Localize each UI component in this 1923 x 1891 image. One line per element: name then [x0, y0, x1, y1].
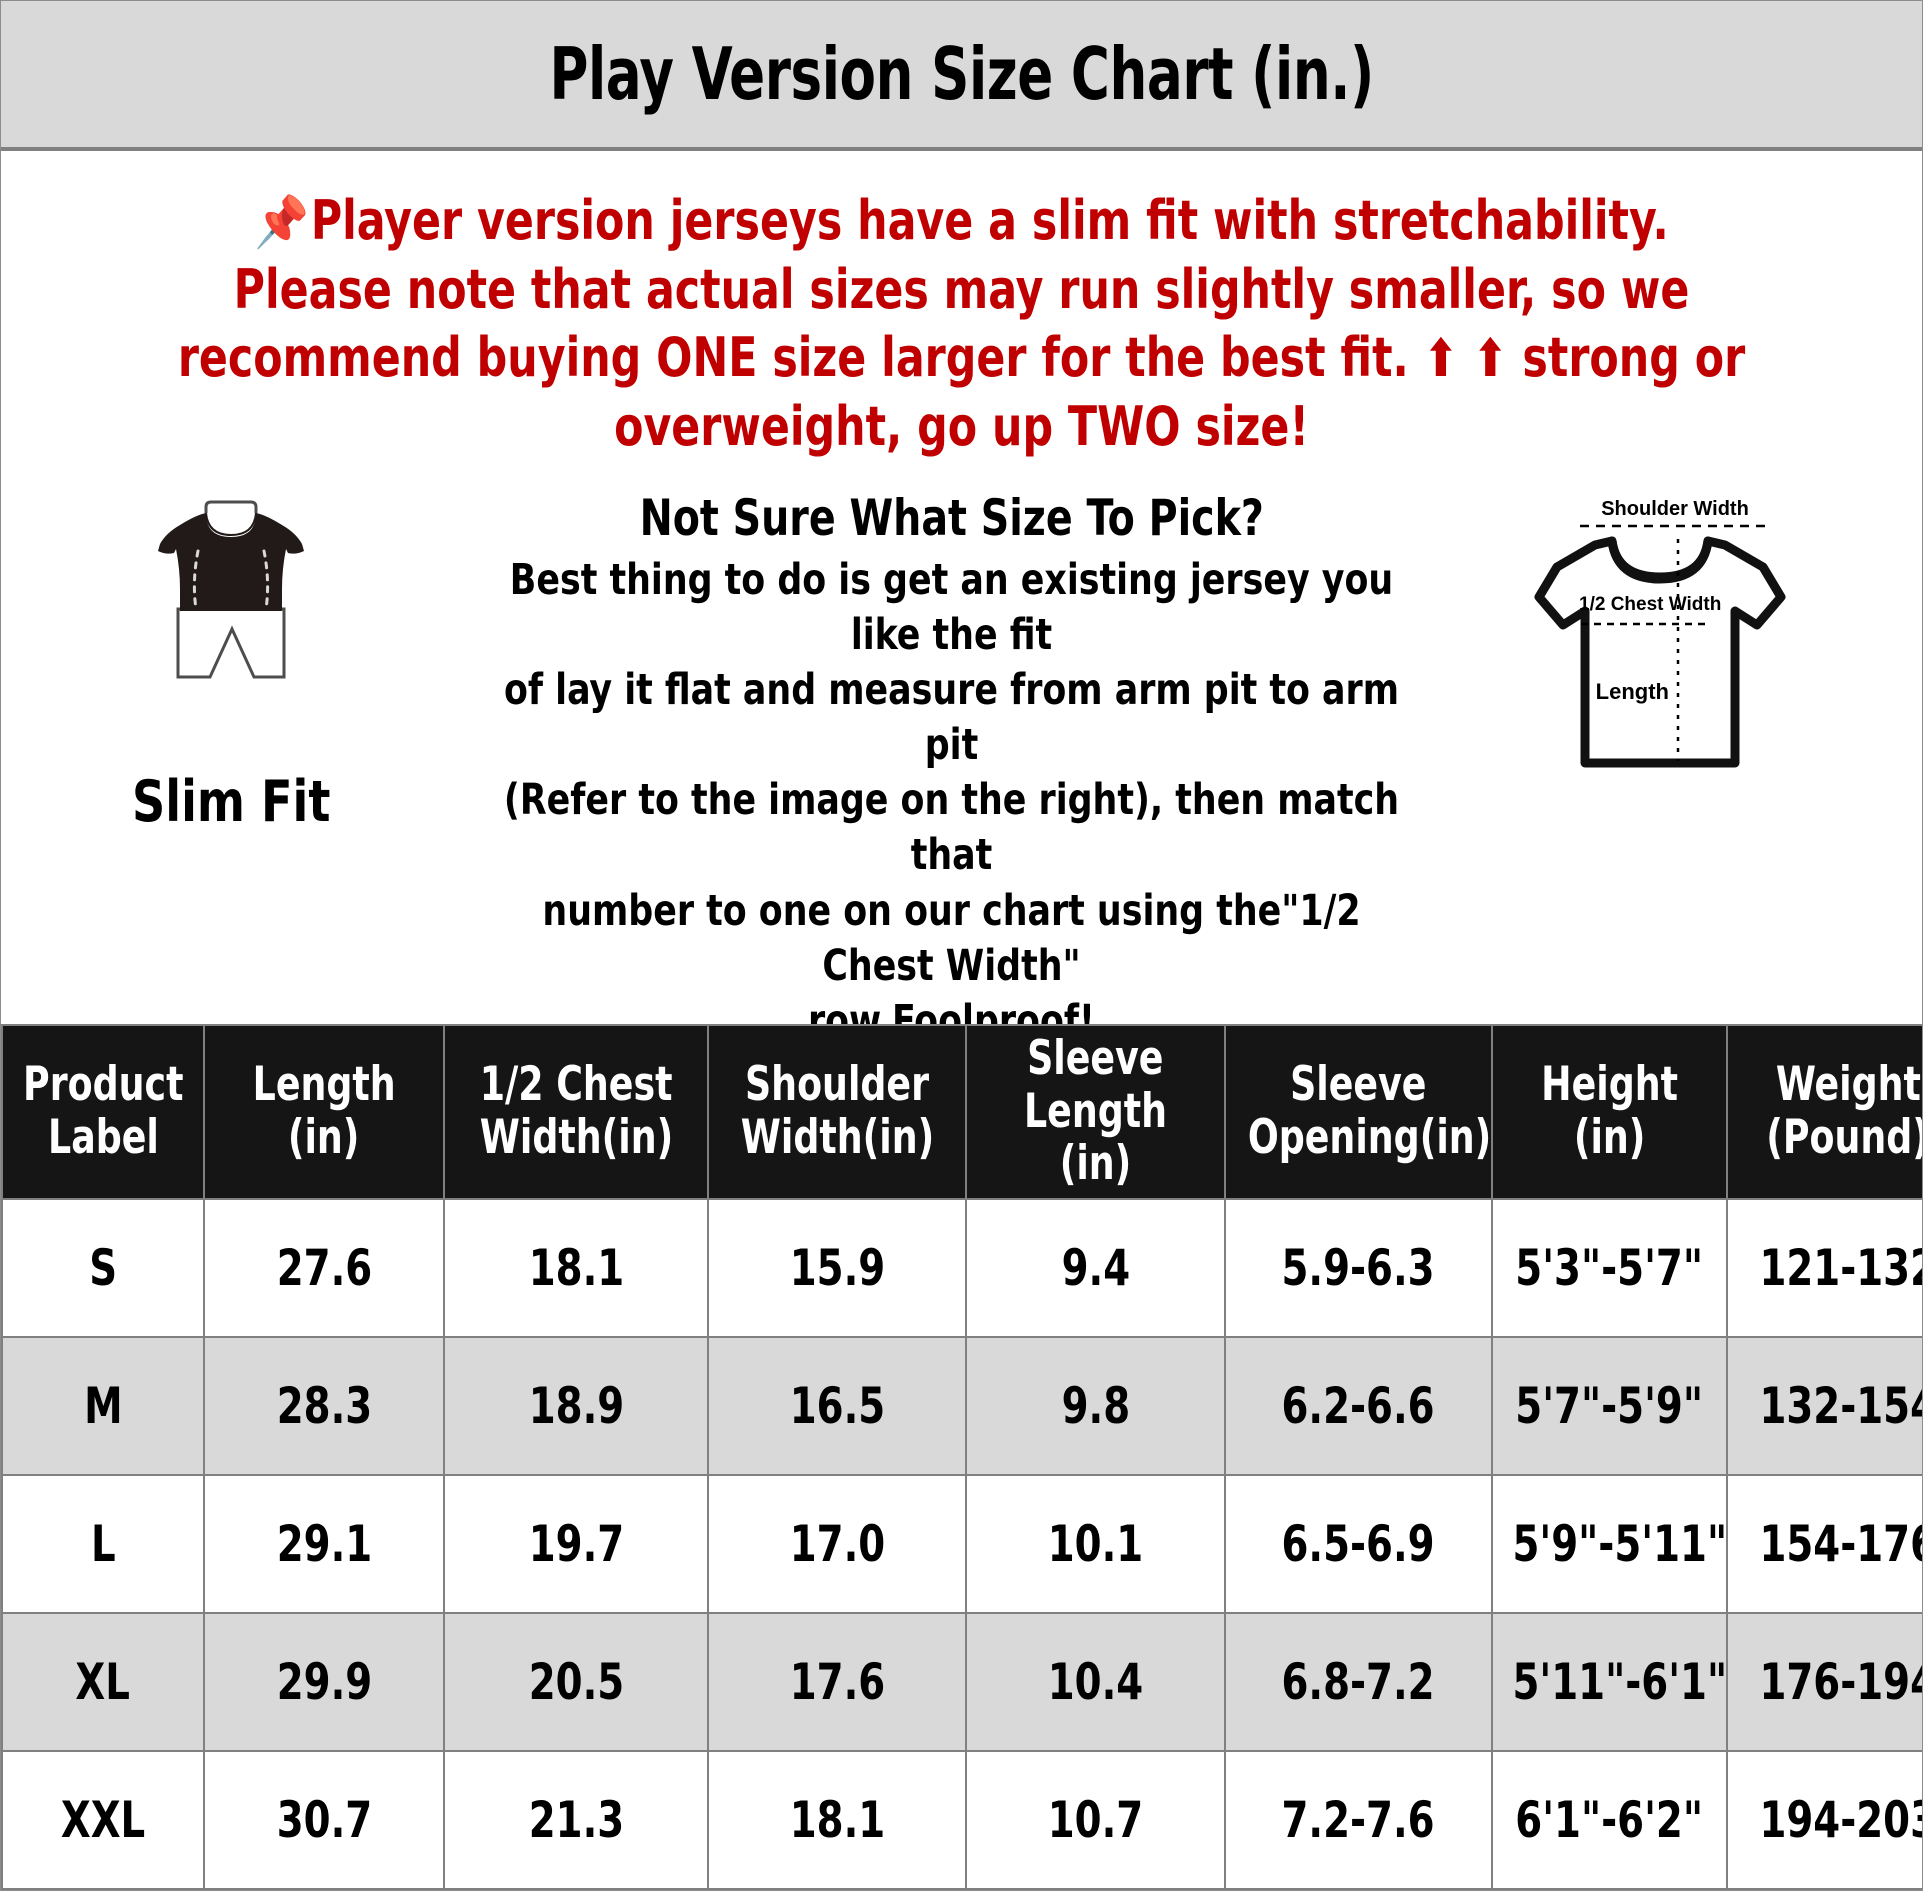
page-title-band: Play Version Size Chart (in.) [1, 1, 1922, 151]
slim-fit-jersey-icon [158, 500, 304, 679]
tshirt-measurement-icon: Shoulder Width 1/2 Chest Width Length [1534, 498, 1786, 768]
table-row: XXL 30.7 21.3 18.1 10.7 7.2-7.6 6'1"-6'2… [1, 1750, 1922, 1890]
notice-line-2: actual sizes may run slightly smaller, s… [177, 257, 1690, 390]
size-chart-table: Product Label Length (in) 1/2 Chest Widt… [1, 1024, 1922, 1890]
cell-height: 5'7"-5'9" [1491, 1336, 1728, 1476]
cell-length: 29.1 [203, 1474, 445, 1614]
table-row: L 29.1 19.7 17.0 10.1 6.5-6.9 5'9"-5'11"… [1, 1474, 1922, 1614]
help-body-line-1: Best thing to do is get an existing jers… [509, 555, 1394, 661]
cell-weight: 194-203 [1726, 1750, 1922, 1890]
cell-sleeve-opening: 6.5-6.9 [1224, 1474, 1493, 1614]
cell-size: L [1, 1474, 205, 1614]
table-header-row: Product Label Length (in) 1/2 Chest Widt… [1, 1024, 1922, 1200]
help-body: Best thing to do is get an existing jers… [451, 553, 1452, 1048]
cell-length: 28.3 [203, 1336, 445, 1476]
cell-height: 5'11"-6'1" [1491, 1612, 1728, 1752]
cell-sleeve-length: 10.1 [965, 1474, 1226, 1614]
cell-half-chest-width: 19.7 [443, 1474, 709, 1614]
column-header-length: Length (in) [203, 1024, 445, 1200]
cell-sleeve-opening: 7.2-7.6 [1224, 1750, 1493, 1890]
half-chest-width-label: 1/2 Chest Width [1579, 594, 1721, 615]
cell-shoulder-width: 17.0 [707, 1474, 967, 1614]
cell-sleeve-length: 10.4 [965, 1612, 1226, 1752]
fit-notice: 📌Player version jerseys have a slim fit … [1, 151, 1922, 471]
table-header: Product Label Length (in) 1/2 Chest Widt… [1, 1024, 1922, 1200]
cell-length: 29.9 [203, 1612, 445, 1752]
table-row: XL 29.9 20.5 17.6 10.4 6.8-7.2 5'11"-6'1… [1, 1612, 1922, 1752]
cell-half-chest-width: 21.3 [443, 1750, 709, 1890]
help-body-line-3: (Refer to the image on the right), then … [503, 775, 1400, 881]
cell-half-chest-width: 20.5 [443, 1612, 709, 1752]
cell-half-chest-width: 18.9 [443, 1336, 709, 1476]
cell-weight: 154-176 [1726, 1474, 1922, 1614]
cell-size: M [1, 1336, 205, 1476]
cell-sleeve-length: 10.7 [965, 1750, 1226, 1890]
cell-weight: 132-154 [1726, 1336, 1922, 1476]
column-header-product-label: Product Label [1, 1024, 205, 1200]
slim-fit-block: Slim Fit [21, 489, 441, 835]
column-header-sleeve-length: Sleeve Length (in) [965, 1024, 1226, 1200]
cell-sleeve-length: 9.4 [965, 1198, 1226, 1338]
cell-height: 5'9"-5'11" [1491, 1474, 1728, 1614]
measurement-diagram-block: Shoulder Width 1/2 Chest Width Length [1462, 489, 1902, 793]
cell-sleeve-opening: 5.9-6.3 [1224, 1198, 1493, 1338]
cell-height: 6'1"-6'2" [1491, 1750, 1728, 1890]
cell-sleeve-opening: 6.8-7.2 [1224, 1612, 1493, 1752]
notice-line-3a: for the best fit. [1041, 326, 1409, 390]
table-body: S 27.6 18.1 15.9 9.4 5.9-6.3 5'3"-5'7" 1… [1, 1198, 1922, 1890]
cell-size: S [1, 1198, 205, 1338]
help-block: Not Sure What Size To Pick? Best thing t… [441, 489, 1462, 1048]
cell-length: 27.6 [203, 1198, 445, 1338]
cell-shoulder-width: 15.9 [707, 1198, 967, 1338]
cell-size: XXL [1, 1750, 205, 1890]
cell-length: 30.7 [203, 1750, 445, 1890]
column-header-weight: Weight (Pound) [1726, 1024, 1922, 1200]
notice-line-3b: strong or overweight, go up TWO size! [614, 326, 1746, 458]
up-arrow-icon-2: ⬆ [1473, 329, 1508, 390]
cell-weight: 176-194 [1726, 1612, 1922, 1752]
cell-height: 5'3"-5'7" [1491, 1198, 1728, 1338]
cell-weight: 121-132 [1726, 1198, 1922, 1338]
cell-shoulder-width: 18.1 [707, 1750, 967, 1890]
shoulder-width-label: Shoulder Width [1601, 498, 1749, 520]
help-body-line-2: of lay it flat and measure from arm pit … [503, 665, 1400, 771]
cell-shoulder-width: 17.6 [707, 1612, 967, 1752]
column-header-height: Height (in) [1491, 1024, 1728, 1200]
slim-fit-label: Slim Fit [131, 769, 331, 836]
up-arrow-icon-1: ⬆ [1423, 329, 1459, 390]
column-header-sleeve-opening: Sleeve Opening(in) [1224, 1024, 1493, 1200]
pushpin-icon: 📌 [254, 193, 310, 251]
info-section: Slim Fit Not Sure What Size To Pick? Bes… [1, 471, 1922, 1046]
help-body-line-4: number to one on our chart using the"1/2… [542, 885, 1361, 991]
cell-sleeve-opening: 6.2-6.6 [1224, 1336, 1493, 1476]
cell-half-chest-width: 18.1 [443, 1198, 709, 1338]
notice-line-1: Player version jerseys have a slim fit w… [233, 189, 1669, 321]
cell-size: XL [1, 1612, 205, 1752]
length-label: Length [1596, 679, 1669, 704]
cell-sleeve-length: 9.8 [965, 1336, 1226, 1476]
table-row: S 27.6 18.1 15.9 9.4 5.9-6.3 5'3"-5'7" 1… [1, 1198, 1922, 1338]
table-row: M 28.3 18.9 16.5 9.8 6.2-6.6 5'7"-5'9" 1… [1, 1336, 1922, 1476]
cell-shoulder-width: 16.5 [707, 1336, 967, 1476]
page-title: Play Version Size Chart (in.) [549, 32, 1374, 116]
help-title: Not Sure What Size To Pick? [639, 489, 1264, 548]
column-header-half-chest-width: 1/2 Chest Width(in) [443, 1024, 709, 1200]
column-header-shoulder-width: Shoulder Width(in) [707, 1024, 967, 1200]
